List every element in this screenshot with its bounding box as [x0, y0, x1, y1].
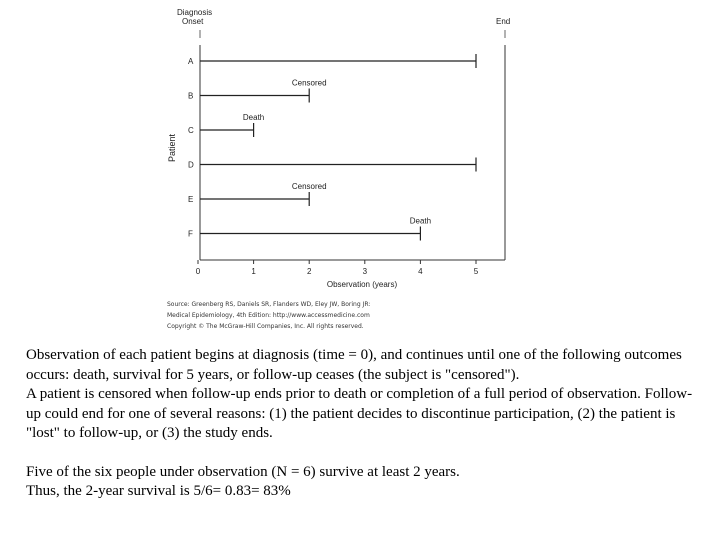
patient-label-e: E	[188, 195, 193, 204]
header-end-label: End	[496, 17, 510, 26]
paragraph-survivors: Five of the six people under observation…	[26, 463, 460, 480]
x-tick-label-0: 0	[196, 267, 201, 276]
source-line-1: Source: Greenberg RS, Daniels SR, Flande…	[167, 301, 371, 308]
event-label-f: Death	[410, 217, 431, 226]
header-onset-label: Onset	[182, 17, 204, 26]
source-line-3: Copyright © The McGraw-Hill Companies, I…	[167, 323, 364, 330]
patient-label-f: F	[188, 230, 193, 239]
paragraph-observation: Observation of each patient begins at di…	[26, 347, 682, 383]
x-tick-label-4: 4	[418, 267, 423, 276]
x-tick-label-5: 5	[474, 267, 479, 276]
patient-label-b: B	[188, 92, 193, 101]
x-tick-label-1: 1	[251, 267, 256, 276]
patient-label-a: A	[188, 57, 194, 66]
header-diagnosis-label: Diagnosis	[177, 8, 212, 17]
paragraph-survival-rate: Thus, the 2-year survival is 5/6= 0.83= …	[26, 483, 291, 499]
y-axis-title: Patient	[167, 133, 177, 162]
patient-label-c: C	[188, 126, 194, 135]
source-citation: Source: Greenberg RS, Daniels SR, Flande…	[167, 299, 467, 332]
event-label-b: Censored	[292, 79, 327, 88]
event-label-e: Censored	[292, 182, 327, 191]
x-axis-title: Observation (years)	[327, 280, 398, 289]
source-line-2: Medical Epidemiology, 4th Edition: http:…	[167, 312, 370, 319]
x-tick-label-2: 2	[307, 267, 312, 276]
explanation-text: Observation of each patient begins at di…	[26, 346, 706, 502]
paragraph-censoring: A patient is censored when follow-up end…	[26, 386, 693, 441]
event-label-c: Death	[243, 113, 264, 122]
x-tick-label-3: 3	[363, 267, 368, 276]
patient-label-d: D	[188, 161, 194, 170]
